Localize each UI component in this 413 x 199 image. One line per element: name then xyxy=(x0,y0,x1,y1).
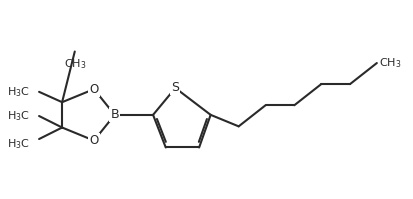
Text: S: S xyxy=(171,81,179,95)
Text: CH$_3$: CH$_3$ xyxy=(63,57,86,71)
Text: B: B xyxy=(110,108,119,121)
Text: H$_3$C: H$_3$C xyxy=(7,85,29,99)
Text: O: O xyxy=(89,134,98,147)
Text: H$_3$C: H$_3$C xyxy=(7,137,29,150)
Text: O: O xyxy=(89,83,98,96)
Text: CH$_3$: CH$_3$ xyxy=(378,56,400,70)
Text: H$_3$C: H$_3$C xyxy=(7,109,29,123)
